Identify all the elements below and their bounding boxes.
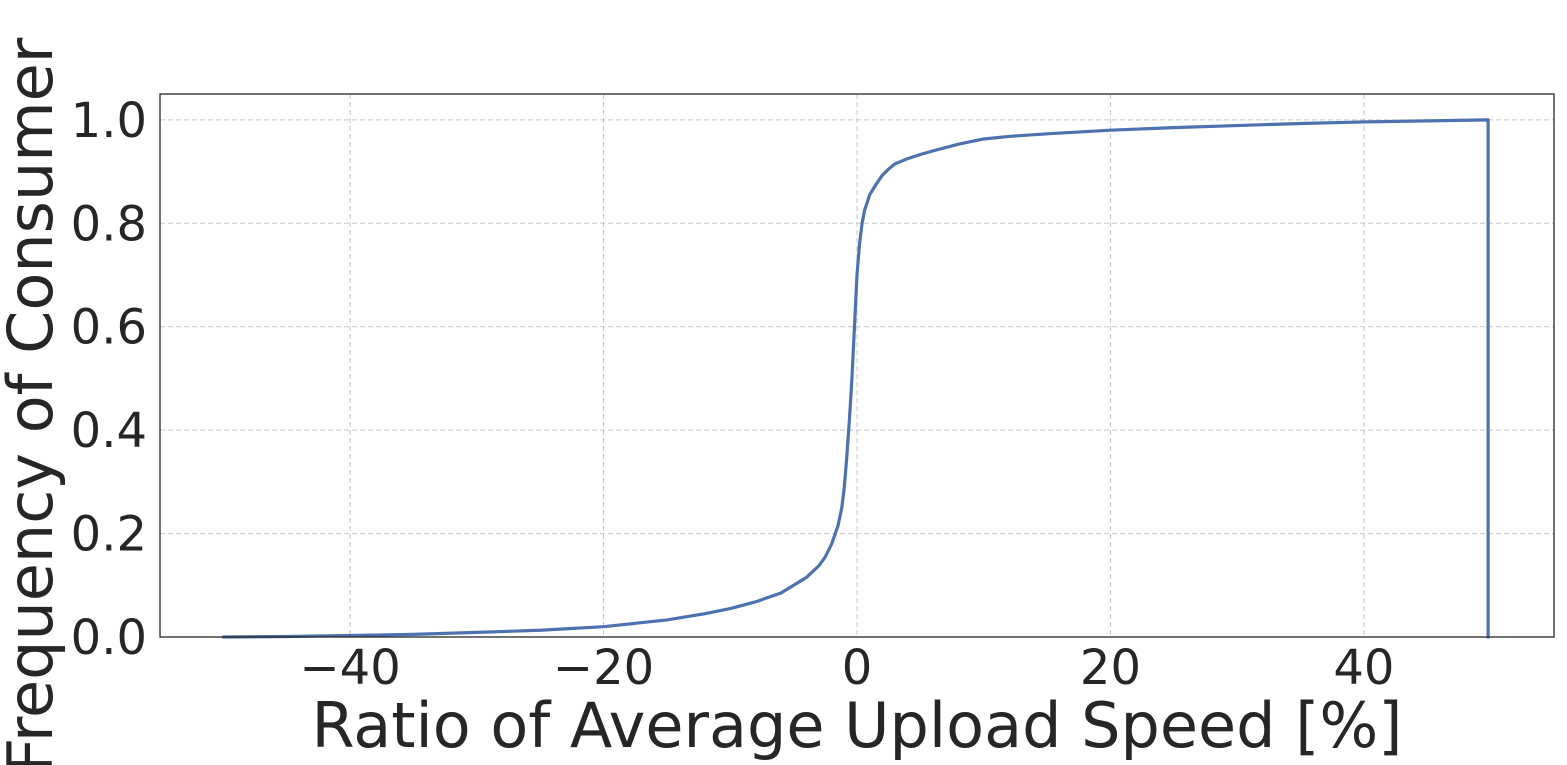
y-axis-label: Frequency of Consumer [0,37,67,765]
x-tick-label: 0 [842,640,873,696]
x-tick-label: 20 [1080,640,1141,696]
y-tick-label: 0.4 [71,403,147,459]
x-tick-labels: −40 −20 0 20 40 [299,640,1394,696]
y-tick-label: 0.2 [71,507,147,563]
y-tick-label: 0.0 [71,610,147,666]
y-tick-label: 0.6 [71,300,147,356]
y-tick-label: 1.0 [71,93,147,149]
series-layer [221,118,1490,639]
x-tick-label: 40 [1333,640,1394,696]
y-tick-label: 0.8 [71,196,147,252]
plot-frame [159,93,1555,638]
x-tick-label: −20 [553,640,654,696]
y-tick-labels: 0.0 0.2 0.4 0.6 0.8 1.0 [71,93,147,666]
x-axis-label: Ratio of Average Upload Speed [%] [312,689,1403,762]
grid-layer [160,94,1554,638]
x-tick-label: −40 [299,640,400,696]
cdf-series-line [221,118,1490,639]
